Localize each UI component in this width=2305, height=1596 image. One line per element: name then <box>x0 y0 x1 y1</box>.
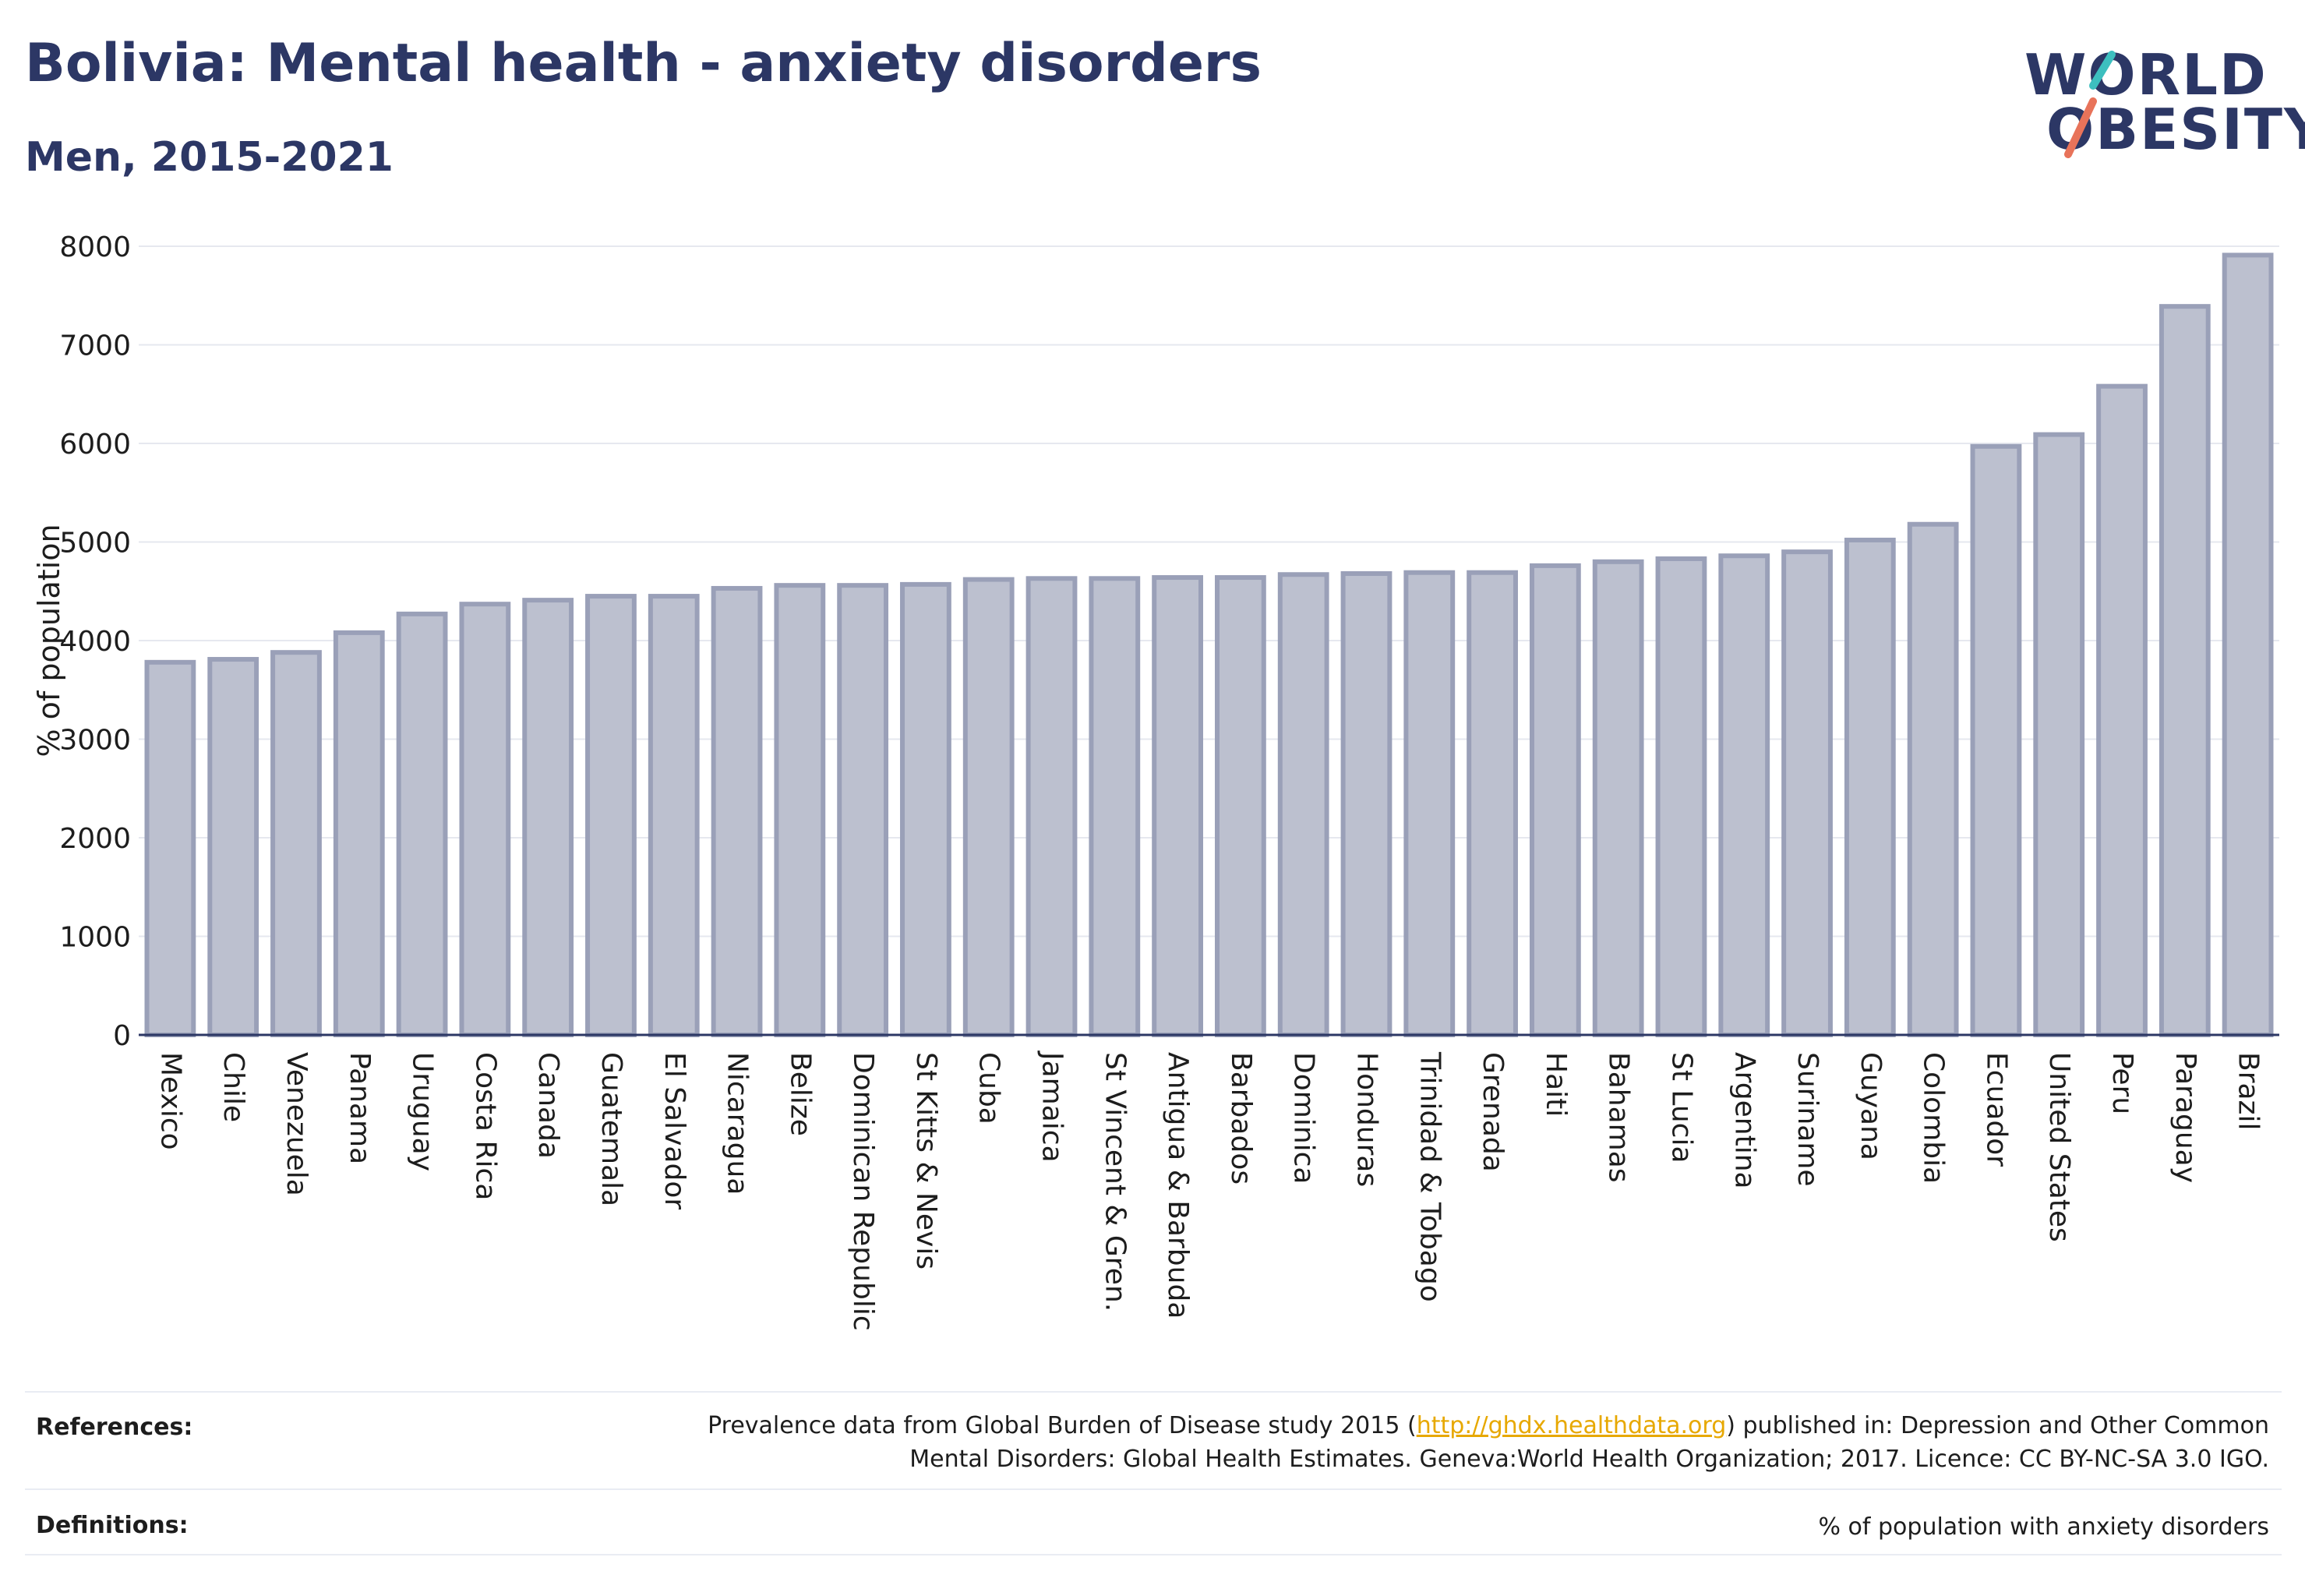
x-tick-label: Honduras <box>1350 1052 1382 1187</box>
bar-grenada <box>1467 570 1518 1037</box>
bar-chart: 0 1000 2000 3000 4000 5000 6000 7000 8000 Mexico C… <box>32 231 2279 1331</box>
bar-dominican-republic <box>837 583 889 1037</box>
bar-antigua-barbuda <box>1152 575 1203 1037</box>
bar-jamaica <box>1025 576 1078 1037</box>
y-tick-label: 0 <box>113 1020 131 1052</box>
x-tick-label: Brazil <box>2233 1052 2264 1130</box>
x-tick-label: Trinidad & Tobago <box>1414 1051 1445 1302</box>
x-tick-label: Costa Rica <box>469 1052 501 1200</box>
bar-belize <box>774 583 826 1037</box>
x-tick-label: United States <box>2043 1052 2075 1242</box>
footer-divider <box>25 1488 2282 1490</box>
bar-nicaragua <box>711 585 763 1037</box>
x-tick-label: Cuba <box>973 1052 1005 1125</box>
x-tick-label: St Vincent & Gren. <box>1099 1052 1131 1312</box>
x-tick-label: Uruguay <box>407 1052 439 1171</box>
references-text-1: Prevalence data from Global Burden of Di… <box>708 1412 1417 1439</box>
bar-uruguay <box>396 611 448 1037</box>
references-link[interactable]: http://ghdx.healthdata.org <box>1416 1412 1727 1439</box>
x-tick-label: St Lucia <box>1665 1052 1697 1163</box>
x-tick-label: Peru <box>2106 1052 2138 1114</box>
x-tick-label: Belize <box>784 1052 816 1136</box>
page-subtitle: Men, 2015-2021 <box>25 134 394 181</box>
y-tick-label: 4000 <box>59 626 131 658</box>
references-text-3: Mental Disorders: Global Health Estimate… <box>909 1446 2269 1473</box>
bar-el-salvador <box>648 594 700 1037</box>
bar-paraguay <box>2159 304 2211 1038</box>
x-tick-label: Jamaica <box>1036 1050 1068 1163</box>
x-tick-label: Barbados <box>1225 1052 1257 1185</box>
bar-bahamas <box>1592 559 1644 1037</box>
bar-united-states <box>2033 432 2085 1037</box>
bar-costa-rica <box>459 602 511 1037</box>
world-obesity-logo: WORLD OBESITY <box>2024 31 2305 164</box>
x-tick-label: Suriname <box>1791 1052 1823 1187</box>
y-axis-label: % of population <box>32 524 66 757</box>
y-tick-label: 2000 <box>59 823 131 855</box>
bar-venezuela <box>270 650 322 1037</box>
bar-chile <box>207 657 259 1037</box>
y-tick-label: 5000 <box>59 528 131 560</box>
references-label: References: <box>36 1414 193 1441</box>
bar-mexico <box>144 659 196 1038</box>
bar-panama <box>333 630 385 1037</box>
bar-st-vincent-gren- <box>1089 576 1141 1037</box>
logo-line1: WORLD <box>2024 42 2268 108</box>
x-tick-label: Paraguay <box>2169 1052 2201 1183</box>
footer-divider <box>25 1391 2282 1393</box>
x-tick-label: Guatemala <box>595 1052 627 1206</box>
x-tick-label: Guyana <box>1855 1052 1887 1160</box>
x-tick-label: Bahamas <box>1603 1052 1635 1183</box>
bar-haiti <box>1529 563 1581 1037</box>
bar-brazil <box>2222 252 2274 1037</box>
bar-canada <box>522 598 574 1037</box>
x-tick-label: Dominica <box>1288 1052 1320 1185</box>
bar-trinidad-tobago <box>1403 570 1456 1037</box>
x-tick-label: Venezuela <box>281 1052 312 1196</box>
bar-honduras <box>1340 570 1393 1037</box>
x-tick-label: Antigua & Barbuda <box>1162 1052 1194 1319</box>
definitions-label: Definitions: <box>36 1512 189 1539</box>
bar-barbados <box>1215 575 1266 1037</box>
x-tick-label: Nicaragua <box>722 1052 754 1195</box>
x-tick-label: Haiti <box>1540 1052 1572 1117</box>
bar-suriname <box>1781 549 1833 1037</box>
x-tick-label: El Salvador <box>658 1052 690 1209</box>
footer-divider <box>25 1554 2282 1555</box>
x-tick-label: Dominican Republic <box>847 1052 879 1331</box>
references-text-2: ) published in: Depression and Other Com… <box>1726 1412 2269 1439</box>
bar-dominica <box>1277 572 1329 1037</box>
logo-slash-icon <box>2064 51 2116 158</box>
bar-peru <box>2096 383 2148 1037</box>
x-tick-label: Chile <box>217 1052 249 1122</box>
x-tick-label: Mexico <box>154 1052 186 1150</box>
bars <box>144 252 2274 1038</box>
bar-cuba <box>962 577 1015 1037</box>
x-tick-label: Grenada <box>1477 1052 1509 1172</box>
y-tick-label: 1000 <box>59 922 131 954</box>
x-tick-label: Argentina <box>1728 1052 1760 1189</box>
bar-ecuador <box>1970 443 2022 1037</box>
page-title: Bolivia: Mental health - anxiety disorde… <box>25 33 1262 94</box>
axes: 0 1000 2000 3000 4000 5000 6000 7000 8000 Mexico C… <box>59 231 2279 1331</box>
bar-guatemala <box>585 594 637 1037</box>
x-tick-label: Canada <box>532 1052 564 1159</box>
references-text: Prevalence data from Global Burden of Di… <box>708 1409 2269 1476</box>
y-tick-label: 8000 <box>59 231 131 263</box>
bar-guyana <box>1844 537 1896 1037</box>
y-tick-label: 7000 <box>59 330 131 362</box>
bar-st-lucia <box>1655 556 1707 1037</box>
x-tick-label: St Kitts & Nevis <box>910 1052 942 1269</box>
y-tick-label: 6000 <box>59 429 131 461</box>
x-tick-label: Colombia <box>1918 1052 1950 1184</box>
bar-colombia <box>1907 521 1959 1037</box>
x-tick-label: Panama <box>344 1052 376 1164</box>
bar-st-kitts-nevis <box>900 581 951 1037</box>
x-tick-label: Ecuador <box>1980 1052 2012 1167</box>
bar-argentina <box>1718 553 1770 1037</box>
y-tick-label: 3000 <box>59 725 131 757</box>
definitions-text: % of population with anxiety disorders <box>1818 1513 2269 1541</box>
